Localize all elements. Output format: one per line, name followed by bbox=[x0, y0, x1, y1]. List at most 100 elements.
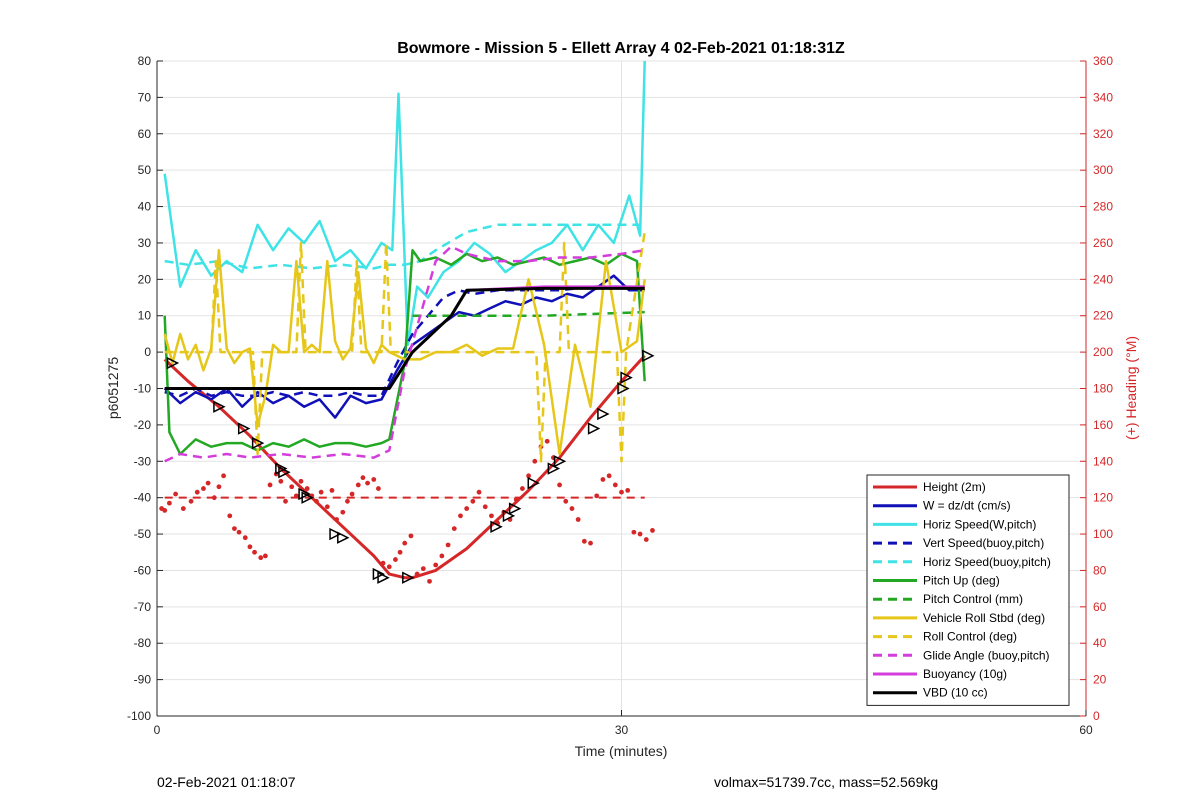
height-marker bbox=[278, 465, 291, 479]
heading-point bbox=[298, 478, 304, 484]
y-right-tick-label: 200 bbox=[1093, 345, 1113, 359]
height-marker bbox=[553, 455, 567, 468]
heading-point bbox=[386, 564, 392, 570]
legend: Height (2m) W = dz/dt (cm/s) Horiz Speed(W… bbox=[866, 474, 1070, 706]
plot-area bbox=[159, 60, 655, 584]
y-tick-label: 70 bbox=[138, 90, 152, 104]
heading-point bbox=[489, 513, 494, 519]
y-right-tick-label: 240 bbox=[1093, 272, 1113, 286]
heading-point bbox=[173, 491, 178, 497]
height-marker bbox=[547, 462, 561, 475]
y-tick-label: -100 bbox=[127, 709, 151, 723]
series-horiz bbox=[163, 60, 646, 347]
heading-point bbox=[180, 506, 186, 511]
heading-point bbox=[262, 553, 268, 559]
heading-point bbox=[201, 486, 206, 491]
height-marker bbox=[620, 371, 633, 384]
heading-point bbox=[258, 555, 264, 561]
height-marker bbox=[587, 422, 601, 435]
heading-point bbox=[393, 557, 398, 562]
heading-point bbox=[324, 504, 330, 510]
axes: -100-90-80-70-60-50-40-30-20-10010203040… bbox=[127, 54, 1113, 737]
heading-point bbox=[612, 482, 618, 488]
series-horiz_buoy bbox=[164, 223, 645, 270]
height-marker bbox=[377, 571, 390, 584]
heading-point bbox=[464, 506, 470, 511]
legend-label-vbd: VBD (10 cc) bbox=[923, 686, 988, 700]
heading-point bbox=[476, 489, 482, 495]
y-tick-label: -30 bbox=[134, 454, 152, 468]
heading-point bbox=[482, 504, 488, 510]
mission-chart: Bowmore - Mission 5 - Ellett Array 4 02-… bbox=[105, 40, 1139, 759]
heading-point bbox=[594, 493, 600, 499]
series-roll_ctrl bbox=[164, 231, 646, 463]
heading-point bbox=[445, 542, 451, 548]
x-tick-label: 60 bbox=[1079, 723, 1093, 737]
heading-point bbox=[247, 544, 253, 550]
heading-point bbox=[557, 482, 562, 488]
series-pitch_ctrl bbox=[412, 310, 645, 317]
legend-label-pitch: Pitch Up (deg) bbox=[923, 574, 1000, 588]
height-marker bbox=[251, 436, 265, 450]
heading-point bbox=[205, 480, 211, 486]
y-tick-label: -80 bbox=[134, 636, 152, 650]
height-marker bbox=[237, 422, 251, 435]
heading-point bbox=[427, 578, 432, 584]
heading-point bbox=[619, 489, 624, 495]
heading-point bbox=[365, 480, 370, 486]
legend-label-glide: Glide Angle (buoy,pitch) bbox=[923, 648, 1050, 662]
heading-point bbox=[227, 513, 233, 519]
chart-title: Bowmore - Mission 5 - Ellett Array 4 02-… bbox=[397, 40, 845, 57]
heading-point bbox=[267, 482, 273, 488]
heading-point bbox=[289, 484, 295, 490]
heading-point bbox=[408, 533, 414, 539]
heading-point bbox=[252, 549, 257, 555]
y-right-tick-label: 0 bbox=[1093, 709, 1100, 723]
heading-point bbox=[643, 537, 649, 542]
y-right-tick-label: 120 bbox=[1093, 491, 1113, 505]
height-marker bbox=[642, 349, 655, 362]
legend-label-horiz_buoy: Horiz Speed(buoy,pitch) bbox=[923, 555, 1051, 569]
height-marker bbox=[402, 571, 415, 584]
legend-label-roll: Vehicle Roll Stbd (deg) bbox=[923, 611, 1045, 625]
y-tick-label: 0 bbox=[144, 345, 151, 359]
series-vbd bbox=[164, 286, 645, 390]
heading-point bbox=[329, 487, 335, 493]
series-glide bbox=[164, 245, 645, 463]
heading-point bbox=[637, 531, 643, 537]
y-right-tick-label: 140 bbox=[1093, 454, 1113, 468]
y-right-tick-label: 80 bbox=[1093, 563, 1107, 577]
heading-point bbox=[349, 491, 355, 497]
legend-label-vert_buoy: Vert Speed(buoy,pitch) bbox=[923, 536, 1044, 550]
heading-point bbox=[360, 475, 366, 481]
legend-label-horiz: Horiz Speed(W,pitch) bbox=[923, 517, 1036, 531]
y-tick-label: -40 bbox=[134, 491, 152, 505]
heading-point bbox=[563, 498, 569, 504]
y-right-tick-label: 280 bbox=[1093, 200, 1113, 214]
heading-point bbox=[293, 493, 299, 499]
y-right-tick-label: 100 bbox=[1093, 527, 1113, 541]
heading-point bbox=[242, 535, 248, 541]
heading-point bbox=[340, 509, 346, 515]
height-marker bbox=[213, 400, 226, 413]
y-tick-label: 60 bbox=[138, 127, 152, 141]
heading-point bbox=[162, 508, 168, 513]
y-tick-label: 50 bbox=[138, 163, 152, 177]
height-marker bbox=[508, 502, 522, 515]
y-right-tick-label: 20 bbox=[1093, 673, 1107, 687]
legend-label-w: W = dz/dt (cm/s) bbox=[923, 499, 1011, 513]
heading-point bbox=[402, 540, 408, 546]
heading-point bbox=[397, 549, 403, 555]
series-height bbox=[163, 354, 646, 580]
x-tick-label: 0 bbox=[154, 723, 161, 737]
y-tick-label: -60 bbox=[134, 563, 152, 577]
height-marker bbox=[337, 531, 350, 544]
heading-point bbox=[520, 486, 525, 491]
legend-label-roll_ctrl: Roll Control (deg) bbox=[923, 630, 1017, 644]
heading-point bbox=[283, 498, 288, 504]
height-marker bbox=[301, 491, 314, 504]
y-right-tick-label: 320 bbox=[1093, 127, 1113, 141]
legend-box bbox=[866, 474, 1070, 706]
y-tick-label: -20 bbox=[134, 418, 152, 432]
heading-point bbox=[588, 540, 593, 546]
